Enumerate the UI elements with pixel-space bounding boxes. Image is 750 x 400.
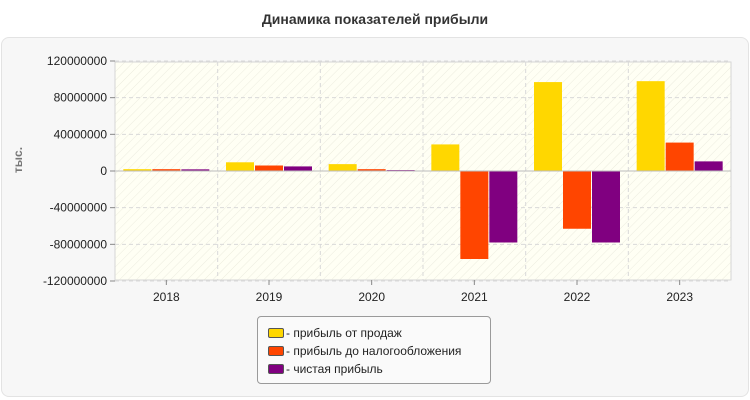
bar[interactable] bbox=[226, 162, 254, 171]
y-tick-label: -120000000 bbox=[43, 274, 107, 288]
y-tick-label: 80000000 bbox=[54, 91, 108, 105]
bar[interactable] bbox=[636, 81, 665, 171]
x-tick-label: 2018 bbox=[153, 290, 180, 304]
bar[interactable] bbox=[460, 171, 489, 259]
bar[interactable] bbox=[534, 82, 562, 171]
x-tick-label: 2022 bbox=[564, 290, 591, 304]
bar[interactable] bbox=[563, 171, 591, 229]
bar[interactable] bbox=[255, 165, 283, 172]
bar[interactable] bbox=[123, 169, 152, 171]
legend: - прибыль от продаж - прибыль до налогоо… bbox=[257, 316, 491, 384]
bar[interactable] bbox=[431, 144, 460, 171]
y-tick-label: 0 bbox=[100, 164, 107, 178]
legend-swatch-pretax-profit bbox=[268, 346, 284, 356]
legend-item-net-profit[interactable]: - чистая прибыль bbox=[268, 361, 383, 377]
x-tick-label: 2019 bbox=[256, 290, 283, 304]
bar[interactable] bbox=[181, 169, 210, 171]
bar[interactable] bbox=[357, 169, 386, 171]
x-tick-label: 2023 bbox=[666, 290, 693, 304]
chart-title: Динамика показателей прибыли bbox=[261, 11, 489, 27]
x-tick-label: 2021 bbox=[461, 290, 488, 304]
bar[interactable] bbox=[328, 164, 357, 171]
legend-item-sales-profit[interactable]: - прибыль от продаж bbox=[268, 325, 402, 341]
legend-label-pretax-profit: - прибыль до налогообложения bbox=[286, 344, 462, 358]
legend-item-pretax-profit[interactable]: - прибыль до налогообложения bbox=[268, 343, 461, 359]
legend-swatch-sales-profit bbox=[268, 328, 284, 338]
y-tick-label: -40000000 bbox=[50, 201, 108, 215]
legend-swatch-net-profit bbox=[268, 364, 284, 374]
y-axis-label: тыс. bbox=[11, 147, 25, 173]
y-tick-label: 120000000 bbox=[47, 54, 107, 68]
bar[interactable] bbox=[489, 171, 518, 243]
legend-label-net-profit: - чистая прибыль bbox=[286, 362, 383, 376]
y-tick-label: 40000000 bbox=[54, 127, 108, 141]
bar[interactable] bbox=[592, 171, 620, 243]
bar[interactable] bbox=[284, 166, 312, 171]
legend-label-sales-profit: - прибыль от продаж bbox=[286, 326, 402, 340]
y-tick-label: -80000000 bbox=[50, 237, 108, 251]
x-tick-label: 2020 bbox=[358, 290, 385, 304]
bar[interactable] bbox=[152, 169, 181, 171]
bar[interactable] bbox=[694, 161, 723, 171]
bar[interactable] bbox=[665, 142, 694, 171]
